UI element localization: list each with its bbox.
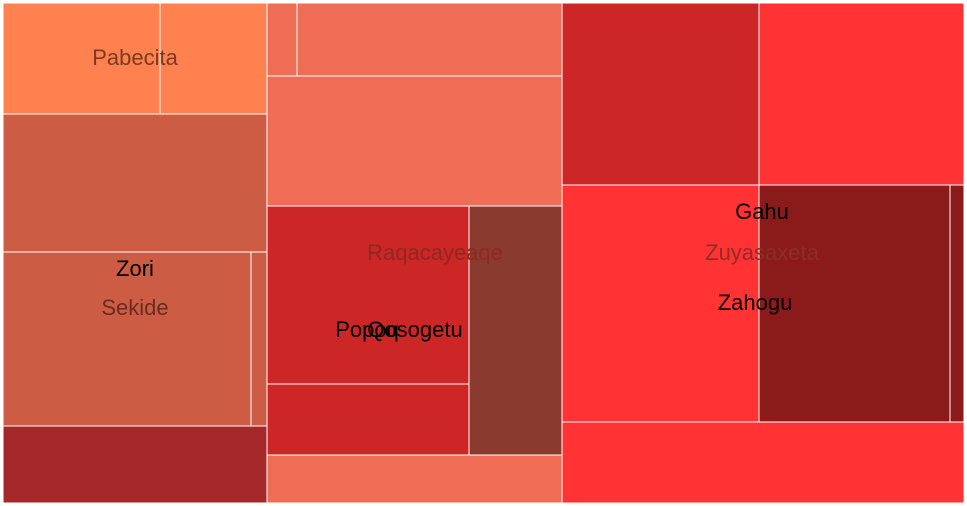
tile-brown[interactable] <box>468 205 563 456</box>
tile-red-top-right[interactable] <box>758 2 965 186</box>
tile-zori[interactable] <box>2 251 252 427</box>
tile-popoq[interactable] <box>266 205 470 385</box>
tile-bottom-right[interactable] <box>561 421 965 504</box>
tile-pabecita-part[interactable] <box>159 2 268 115</box>
tile-pabecita[interactable] <box>2 2 161 115</box>
label-sekide: Sekide <box>101 295 168 320</box>
label-zuyasaxeta: Zuyasaxeta <box>705 240 819 265</box>
tile-raqa-mid[interactable] <box>266 75 563 207</box>
tile-zahogu[interactable] <box>758 184 951 423</box>
tile-raqa-small[interactable] <box>266 2 298 77</box>
tile-bottom-left[interactable] <box>2 425 268 504</box>
label-pabecita: Pabecita <box>92 45 178 70</box>
tile-raqa-top[interactable] <box>296 2 563 77</box>
tile-red-top-left[interactable] <box>561 2 760 186</box>
tile-red-sliver[interactable] <box>949 184 965 423</box>
tile-qosogetu[interactable] <box>266 383 470 456</box>
tile-sekide-sliver[interactable] <box>250 251 268 427</box>
tile-zuyasaxeta[interactable] <box>561 184 760 423</box>
label-gahu: Gahu <box>735 199 789 224</box>
label-popoq: Popoq <box>335 317 399 342</box>
label-zori: Zori <box>116 256 154 281</box>
tile-raqacayeaqe-bottom[interactable] <box>266 454 563 504</box>
label-zahogu: Zahogu <box>718 290 793 315</box>
tile-sekide-upper[interactable] <box>2 113 268 253</box>
label-raqacayeaqe: Raqacayeaqe <box>367 240 503 265</box>
treemap-labels: Pabecita Zori Sekide Raqacayeaqe Popoq Q… <box>92 45 819 342</box>
label-qosogetu: Qosogetu <box>367 317 462 342</box>
